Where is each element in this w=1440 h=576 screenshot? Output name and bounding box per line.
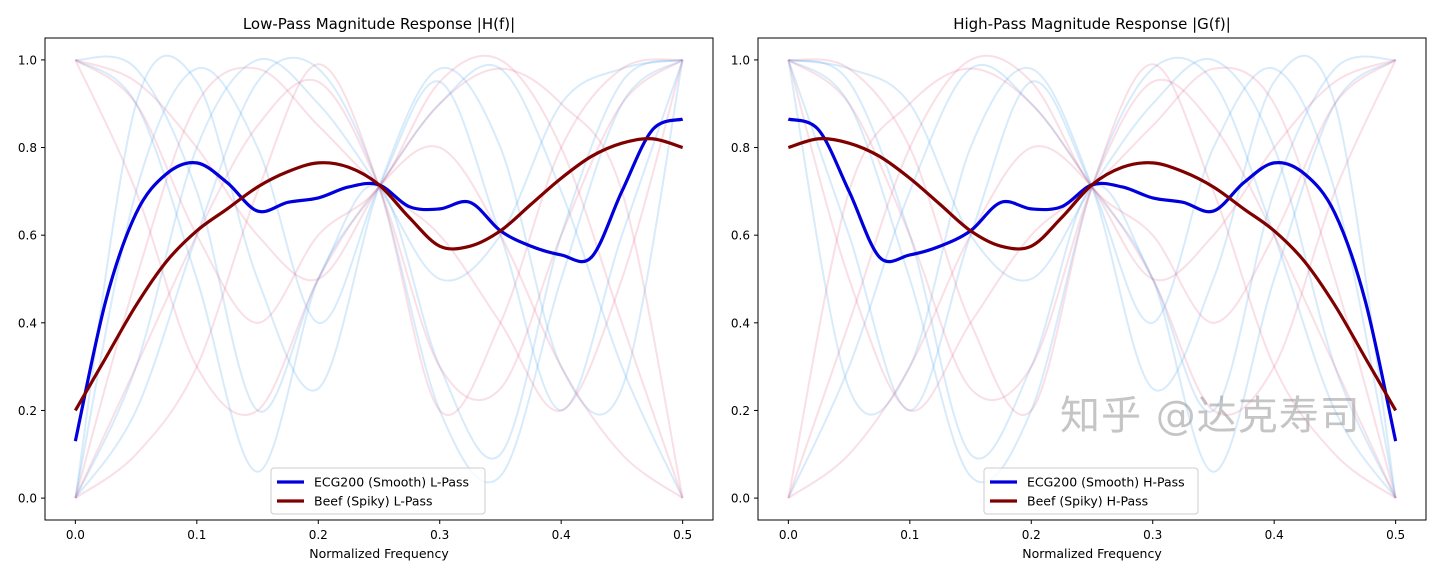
background-line-blue bbox=[787, 54, 1397, 499]
background-line-red bbox=[787, 58, 1396, 499]
background-line-red bbox=[74, 59, 684, 499]
x-tick-label: 0.5 bbox=[673, 528, 692, 542]
y-tick-label: 0.8 bbox=[731, 141, 750, 155]
y-tick-label: 1.0 bbox=[18, 53, 37, 67]
y-tick-label: 0.4 bbox=[731, 316, 750, 330]
legend-label: Beef (Spiky) H-Pass bbox=[1027, 494, 1148, 509]
background-line-red bbox=[788, 58, 1397, 499]
background-line-blue bbox=[787, 56, 1397, 499]
y-tick-label: 0.6 bbox=[18, 229, 37, 243]
background-line-blue bbox=[74, 54, 684, 499]
axes-frame bbox=[757, 37, 1427, 521]
background-line-blue bbox=[787, 59, 1397, 499]
background-line-blue bbox=[74, 56, 684, 499]
series-line-spiky bbox=[787, 137, 1398, 412]
series-line-spiky bbox=[73, 137, 684, 412]
watermark: 知乎 @达克寿司 bbox=[1060, 393, 1361, 439]
legend-label: Beef (Spiky) L-Pass bbox=[314, 494, 433, 509]
x-tick-label: 0.3 bbox=[1143, 528, 1162, 542]
chart-title: Low-Pass Magnitude Response |H(f)| bbox=[243, 15, 515, 33]
background-line-blue bbox=[74, 59, 684, 499]
x-tick-label: 0.0 bbox=[66, 528, 85, 542]
x-tick-label: 0.1 bbox=[900, 528, 919, 542]
background-line-blue bbox=[74, 57, 683, 499]
legend-box bbox=[983, 467, 1199, 515]
background-line-blue bbox=[74, 59, 684, 499]
chart-panel-low-pass: 0.0 0.1 0.2 0.3 0.4 0.5 0.0 0.2 0.4 0.6 0.8 1.0 Low-… bbox=[18, 15, 714, 561]
x-tick-label: 0.5 bbox=[1386, 528, 1405, 542]
background-line-red bbox=[74, 58, 683, 499]
y-tick-label: 0.2 bbox=[731, 404, 750, 418]
x-tick-label: 0.4 bbox=[552, 528, 571, 542]
legend-label: ECG200 (Smooth) L-Pass bbox=[314, 475, 469, 490]
background-line-blue bbox=[75, 55, 683, 460]
background-line-red bbox=[74, 59, 684, 499]
legend: ECG200 (Smooth) L-Pass Beef (Spiky) L-Pas… bbox=[270, 467, 486, 515]
series-line-smooth bbox=[787, 117, 1398, 442]
background-line-red bbox=[75, 58, 684, 499]
y-tick-label: 0.0 bbox=[731, 492, 750, 506]
background-line-blue bbox=[788, 55, 1396, 460]
background-line-red bbox=[74, 59, 684, 499]
y-tick-label: 0.0 bbox=[18, 492, 37, 506]
legend-label: ECG200 (Smooth) H-Pass bbox=[1027, 475, 1185, 490]
x-tick-label: 0.0 bbox=[779, 528, 798, 542]
chart-panel-high-pass: 0.0 0.1 0.2 0.3 0.4 0.5 0.0 0.2 0.4 0.6 0.8 1.0 High… bbox=[731, 15, 1427, 561]
x-tick-label: 0.1 bbox=[187, 528, 206, 542]
y-tick-label: 1.0 bbox=[731, 53, 750, 67]
background-line-red bbox=[787, 59, 1397, 499]
x-tick-label: 0.2 bbox=[309, 528, 328, 542]
legend: ECG200 (Smooth) H-Pass Beef (Spiky) H-Pas… bbox=[983, 467, 1199, 515]
background-line-red bbox=[74, 54, 684, 499]
background-line-red bbox=[787, 59, 1397, 499]
chart-title: High-Pass Magnitude Response |G(f)| bbox=[953, 15, 1231, 33]
background-line-red bbox=[787, 59, 1397, 499]
y-tick-label: 0.8 bbox=[18, 141, 37, 155]
x-tick-label: 0.2 bbox=[1022, 528, 1041, 542]
y-tick-label: 0.6 bbox=[731, 229, 750, 243]
background-line-red bbox=[787, 54, 1397, 499]
y-tick-label: 0.4 bbox=[18, 316, 37, 330]
series-line-smooth bbox=[73, 117, 684, 442]
x-axis-label: Normalized Frequency bbox=[1022, 546, 1162, 561]
x-tick-label: 0.3 bbox=[430, 528, 449, 542]
legend-box bbox=[270, 467, 486, 515]
background-line-blue bbox=[788, 57, 1397, 499]
axes-frame bbox=[44, 37, 714, 521]
y-tick-label: 0.2 bbox=[18, 404, 37, 418]
x-axis-label: Normalized Frequency bbox=[309, 546, 449, 561]
x-tick-label: 0.4 bbox=[1265, 528, 1284, 542]
